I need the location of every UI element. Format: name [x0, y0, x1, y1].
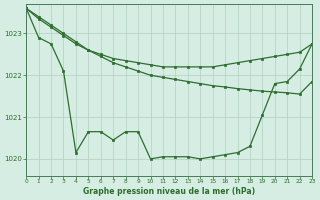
X-axis label: Graphe pression niveau de la mer (hPa): Graphe pression niveau de la mer (hPa): [83, 187, 255, 196]
